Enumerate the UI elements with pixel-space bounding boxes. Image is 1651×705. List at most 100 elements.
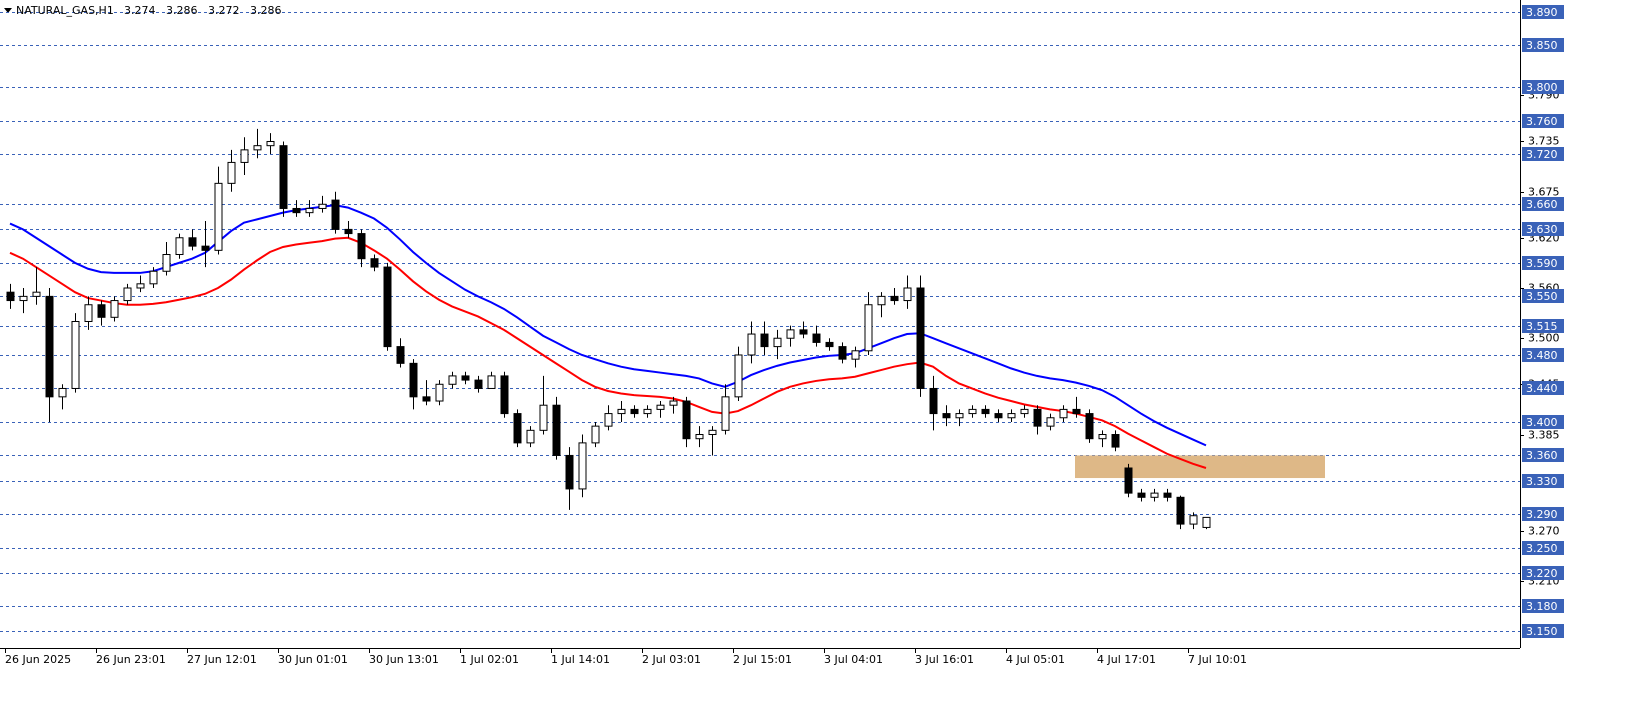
candle-body (1137, 492, 1146, 498)
level-label-box (1522, 566, 1564, 580)
candle-body (1020, 408, 1029, 415)
x-tick-label: 2 Jul 15:01 (733, 653, 792, 666)
candle-body (305, 207, 314, 214)
candle-body (682, 400, 691, 440)
candle-body (136, 283, 145, 289)
level-label: 3.360 (1526, 449, 1558, 462)
level-label-box (1522, 80, 1564, 94)
candle-body (448, 375, 457, 385)
candle-body (266, 140, 275, 147)
candle-body (253, 145, 262, 151)
candle-body (32, 291, 41, 297)
x-tick-label: 30 Jun 01:01 (278, 653, 348, 666)
menu-triangle[interactable] (4, 8, 12, 13)
candle-body (617, 408, 626, 415)
candle-body (318, 203, 327, 209)
candle-body (565, 454, 574, 490)
candle-body (149, 270, 158, 285)
x-tick-label: 1 Jul 02:01 (460, 653, 519, 666)
level-label: 3.330 (1526, 475, 1558, 488)
level-label-box (1522, 507, 1564, 521)
candle-body (825, 341, 834, 348)
level-label-box (1522, 289, 1564, 303)
level-label-box (1522, 38, 1564, 52)
candle-body (201, 245, 210, 251)
candle-body (1189, 515, 1198, 525)
level-label: 3.250 (1526, 542, 1558, 555)
y-tick-label: 3.385 (1528, 429, 1560, 442)
candle-body (58, 387, 67, 398)
candle-body (500, 375, 509, 415)
candle-body (630, 408, 639, 415)
level-label: 3.760 (1526, 115, 1558, 128)
candle-body (396, 346, 405, 364)
candle-body (1007, 413, 1016, 419)
level-label-box (1522, 319, 1564, 333)
candle-body (799, 329, 808, 335)
candle-body (942, 413, 951, 419)
level-label: 3.150 (1526, 625, 1558, 638)
candle-body (1059, 408, 1068, 419)
level-label-box (1522, 114, 1564, 128)
candle-body (279, 145, 288, 209)
level-label-box (1522, 599, 1564, 613)
x-tick-label: 4 Jul 05:01 (1006, 653, 1065, 666)
candle-body (461, 375, 470, 381)
level-label: 3.630 (1526, 223, 1558, 236)
candle-body (383, 266, 392, 348)
level-label-box (1522, 448, 1564, 462)
candle-body (292, 207, 301, 214)
candle-body (1176, 496, 1185, 525)
level-label: 3.660 (1526, 198, 1558, 211)
candle-body (45, 295, 54, 398)
y-tick-label: 3.675 (1528, 186, 1560, 199)
x-tick-label: 26 Jun 2025 (5, 653, 71, 666)
candle-body (578, 442, 587, 490)
level-label: 3.480 (1526, 349, 1558, 362)
candle-body (175, 237, 184, 256)
candle-body (812, 333, 821, 343)
candle-body (604, 413, 613, 427)
level-label-box (1522, 474, 1564, 488)
level-label: 3.220 (1526, 567, 1558, 580)
candle-body (591, 425, 600, 444)
candle-body (864, 304, 873, 352)
x-tick-label: 4 Jul 17:01 (1097, 653, 1156, 666)
level-label-box (1522, 541, 1564, 555)
candle-body (643, 408, 652, 415)
x-tick-label: 30 Jun 13:01 (369, 653, 439, 666)
candle-body (552, 404, 561, 456)
candle-body (227, 161, 236, 184)
level-label-box (1522, 147, 1564, 161)
y-tick-label: 3.270 (1528, 525, 1560, 538)
y-tick-label: 3.500 (1528, 332, 1560, 345)
candle-body (786, 329, 795, 339)
candle-body (903, 287, 912, 302)
candle-body (1150, 492, 1159, 498)
candle-body (435, 383, 444, 402)
x-tick-label: 27 Jun 12:01 (187, 653, 257, 666)
candle-body (123, 287, 132, 302)
quote-value: 3.286 (166, 4, 198, 17)
level-label: 3.400 (1526, 416, 1558, 429)
candle-body (968, 408, 977, 415)
level-label: 3.800 (1526, 81, 1558, 94)
candle-body (422, 396, 431, 402)
x-tick-label: 2 Jul 03:01 (642, 653, 701, 666)
candle-body (1111, 434, 1120, 448)
quote-value: 3.274 (124, 4, 156, 17)
candle-body (747, 333, 756, 356)
level-label: 3.440 (1526, 382, 1558, 395)
candle-body (1163, 492, 1172, 498)
level-label: 3.515 (1526, 320, 1558, 333)
candle-body (1085, 413, 1094, 440)
chart-title: NATURAL_GAS,H1 (16, 4, 114, 17)
candle-body (214, 182, 223, 251)
level-label: 3.290 (1526, 508, 1558, 521)
y-tick-label: 3.735 (1528, 135, 1560, 148)
candle-body (890, 295, 899, 302)
level-label: 3.850 (1526, 39, 1558, 52)
level-label-box (1522, 222, 1564, 236)
